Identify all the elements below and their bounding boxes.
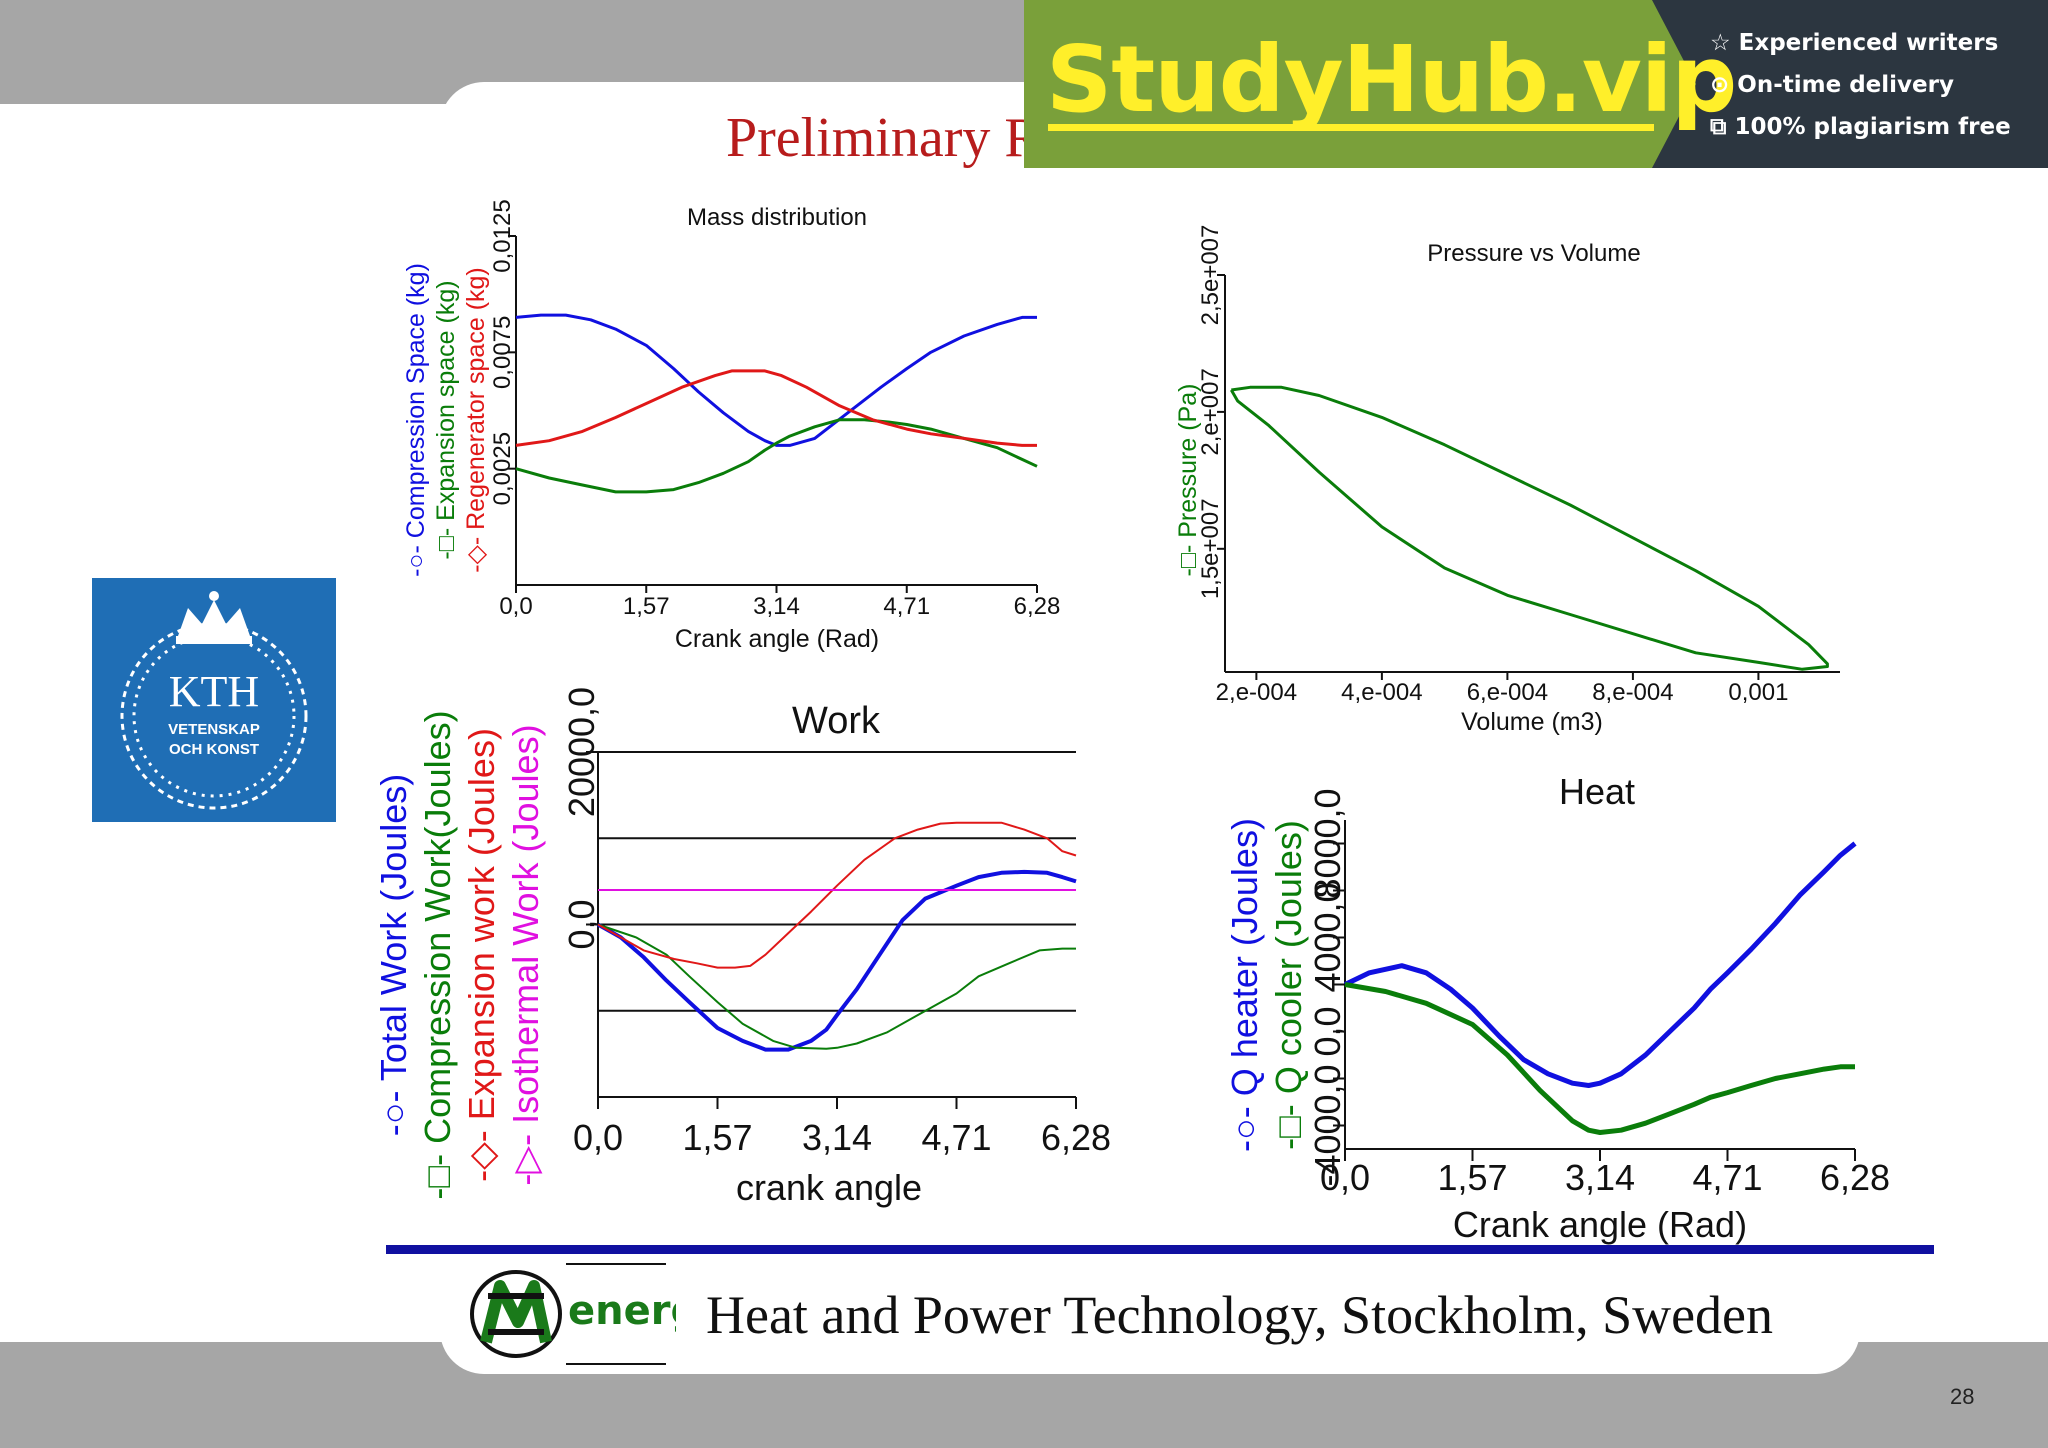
heat-x-tick-label: 1,57 bbox=[1437, 1157, 1507, 1198]
kth-logo: KTH VETENSKAP OCH KONST bbox=[92, 578, 336, 822]
mass-series-2-line bbox=[515, 369, 1037, 447]
mass-chart-title: Mass distribution bbox=[687, 204, 867, 231]
work-x-axis-label: crank angle bbox=[736, 1167, 922, 1208]
work-legend-isothermal: -▷- Isothermal Work (Joules) bbox=[505, 724, 546, 1185]
mass-x-tick-label: 1,57 bbox=[623, 593, 670, 620]
mass-legend-compression: -○- Compression Space (kg) bbox=[402, 263, 430, 577]
work-x-tick-label: 3,14 bbox=[802, 1117, 872, 1158]
work-series-0-line bbox=[597, 869, 1077, 1052]
kth-logo-line3: OCH KONST bbox=[169, 741, 259, 758]
kth-crown-wreath-icon: KTH VETENSKAP OCH KONST bbox=[120, 591, 308, 810]
heat-x-tick-label: 3,14 bbox=[1565, 1157, 1635, 1198]
pv-x-tick-label: 0,001 bbox=[1728, 679, 1788, 706]
ad-brand-underline bbox=[1048, 124, 1654, 131]
work-legend-expansion: -◇- Expansion work (Joules) bbox=[461, 728, 502, 1182]
mass-series-1-line bbox=[515, 418, 1038, 494]
pv-x-tick-label: 4,e-004 bbox=[1341, 679, 1422, 706]
work-x-tick-label: 0,0 bbox=[573, 1117, 623, 1158]
slide-content-panel bbox=[440, 82, 1860, 1374]
heat-y-tick-label: 0,0 bbox=[1307, 1006, 1348, 1056]
mass-legend-regenerator: -◇- Regenerator space (kg) bbox=[462, 267, 490, 572]
mass-legend-expansion: -□- Expansion space (kg) bbox=[432, 280, 460, 559]
pv-y-tick-label: 2,5e+007 bbox=[1197, 225, 1224, 326]
mass-x-tick-label: 4,71 bbox=[883, 593, 930, 620]
work-x-tick-label: 6,28 bbox=[1041, 1117, 1111, 1158]
ad-brand-panel[interactable] bbox=[1024, 0, 1684, 168]
work-y-tick-label: 0,0 bbox=[561, 899, 602, 949]
kth-logo-name: KTH bbox=[169, 667, 259, 716]
energi-logo-text: energi bbox=[568, 1288, 676, 1334]
pv-x-axis-label: Volume (m3) bbox=[1461, 708, 1603, 736]
pv-chart: Pressure vs Volume 2,e-004 4,e-004 6,e-004… bbox=[1174, 225, 1840, 736]
mass-series-0-line bbox=[515, 313, 1037, 447]
mass-x-axis-label: Crank angle (Rad) bbox=[675, 625, 879, 653]
heat-x-tick-label: 0,0 bbox=[1320, 1157, 1370, 1198]
slide-title: Preliminary R bbox=[726, 107, 1042, 169]
heat-series-1-line bbox=[1344, 982, 1855, 1135]
heat-y-tick-label: 4000,0 bbox=[1307, 882, 1348, 992]
work-series-2-line bbox=[597, 821, 1077, 969]
footer-rule bbox=[386, 1245, 1934, 1254]
ad-feature-text: Experienced writers bbox=[1738, 30, 1999, 56]
work-legend-total: -○- Total Work (Joules) bbox=[373, 774, 414, 1137]
heat-y-tick-label: 8000,0 bbox=[1307, 788, 1348, 898]
slide-number: 28 bbox=[1950, 1384, 1975, 1409]
studyhub-ad-banner[interactable]: StudyHub.vip ☆ Experienced writers ⊙ On-… bbox=[1024, 0, 2048, 168]
pv-chart-title: Pressure vs Volume bbox=[1427, 240, 1640, 267]
energi-logo: energi bbox=[466, 1262, 676, 1366]
mass-y-tick-label: 0,0125 bbox=[489, 199, 516, 272]
heat-chart: Heat 0,0 1,57 3,14 4,71 6,28-4000,00,04000,0… bbox=[1224, 771, 1890, 1245]
copy-icon: ⧉ bbox=[1710, 114, 1727, 140]
ad-brand-name[interactable]: StudyHub.vip bbox=[1046, 26, 1737, 133]
heat-y-tick-label: -4000,0 bbox=[1307, 1064, 1348, 1186]
work-y-tick-label: 20000,0 bbox=[561, 687, 602, 817]
ad-arrow-notch bbox=[1652, 0, 1696, 168]
heat-x-axis-label: Crank angle (Rad) bbox=[1453, 1204, 1747, 1245]
star-icon: ☆ bbox=[1710, 30, 1731, 56]
heat-legend-heater: -○- Q heater (Joules) bbox=[1224, 818, 1265, 1152]
footer-text: Heat and Power Technology, Stockholm, Sw… bbox=[706, 1285, 1774, 1345]
pv-y-tick-label: 1,5e+007 bbox=[1197, 498, 1224, 599]
kth-logo-line2: VETENSKAP bbox=[168, 721, 260, 738]
pv-x-tick-label: 8,e-004 bbox=[1592, 679, 1673, 706]
mass-y-tick-label: 0,0025 bbox=[489, 432, 516, 505]
ad-feature-plagiarism: ⧉ 100% plagiarism free bbox=[1710, 114, 2011, 140]
mass-chart: Mass distribution 0,0 1,57 3,14 4,71 6,28 0,0… bbox=[402, 199, 1060, 653]
work-chart: Work 0,0 1,57 3,14 4,71 6,28 0,0 20000,0 crank… bbox=[373, 687, 1111, 1208]
pv-legend-pressure: -□- Pressure (Pa) bbox=[1174, 384, 1202, 577]
heat-x-tick-label: 4,71 bbox=[1692, 1157, 1762, 1198]
work-x-tick-label: 1,57 bbox=[682, 1117, 752, 1158]
ad-features-panel[interactable] bbox=[1652, 0, 2048, 168]
pv-y-tick-label: 2,e+007 bbox=[1197, 368, 1224, 455]
ad-feature-text: 100% plagiarism free bbox=[1734, 114, 2011, 140]
mass-x-tick-label: 3,14 bbox=[753, 593, 800, 620]
mass-y-tick-label: 0,0075 bbox=[489, 316, 516, 389]
heat-legend-cooler: -□- Q cooler (Joules) bbox=[1268, 820, 1309, 1150]
mass-x-tick-label: 6,28 bbox=[1014, 593, 1061, 620]
pv-series-0-line bbox=[1230, 385, 1829, 671]
work-series-1-line bbox=[597, 923, 1076, 1050]
work-legend-compression: -□- Compression Work(Joules) bbox=[417, 710, 458, 1199]
pv-x-tick-label: 6,e-004 bbox=[1467, 679, 1548, 706]
heat-chart-title: Heat bbox=[1559, 771, 1635, 812]
ad-feature-text: On-time delivery bbox=[1737, 72, 1954, 98]
pv-x-tick-label: 2,e-004 bbox=[1216, 679, 1297, 706]
heat-x-tick-label: 6,28 bbox=[1820, 1157, 1890, 1198]
clock-icon: ⊙ bbox=[1710, 72, 1730, 98]
heat-series-0-line bbox=[1343, 841, 1857, 1088]
work-x-tick-label: 4,71 bbox=[921, 1117, 991, 1158]
energi-logo-icon: energi bbox=[470, 1263, 676, 1365]
mass-x-tick-label: 0,0 bbox=[499, 593, 532, 620]
ad-feature-writers: ☆ Experienced writers bbox=[1710, 30, 1998, 56]
work-chart-title: Work bbox=[792, 700, 881, 742]
ad-feature-delivery: ⊙ On-time delivery bbox=[1710, 72, 1954, 98]
